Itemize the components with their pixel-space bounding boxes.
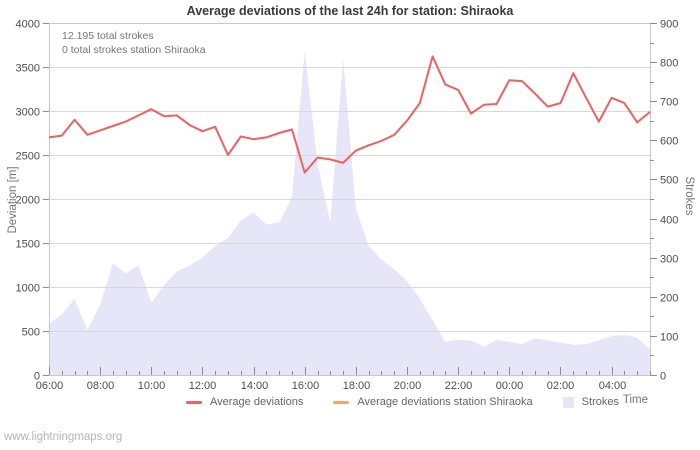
x-axis-label: 18:00 — [343, 380, 371, 392]
right-axis-label: 400 — [660, 215, 678, 227]
right-axis-label: 900 — [660, 19, 678, 31]
left-axis-label: 4000 — [16, 19, 40, 31]
right-axis-label: 300 — [660, 254, 678, 266]
strokes-area-swatch-icon — [562, 396, 574, 408]
x-axis-label: 14:00 — [241, 380, 269, 392]
station-strokes-annotation: 0 total strokes station Shiraoka — [62, 44, 206, 56]
right-axis-label: 700 — [660, 97, 678, 109]
x-axis-label: 08:00 — [87, 380, 115, 392]
left-axis-label: 1500 — [16, 239, 40, 251]
legend-label: Average deviations station Shiraoka — [357, 396, 533, 408]
left-axis-label: 1000 — [16, 283, 40, 295]
right-axis-label: 800 — [660, 58, 678, 70]
total-strokes-annotation: 12.195 total strokes — [62, 30, 154, 42]
legend-item-strokes[interactable]: Strokes — [562, 396, 619, 408]
right-axis-label: 0 — [660, 371, 666, 383]
x-axis-label: 20:00 — [394, 380, 422, 392]
watermark: www.lightningmaps.org — [4, 431, 123, 443]
right-axis-label: 600 — [660, 136, 678, 148]
x-axis-label: 00:00 — [496, 380, 524, 392]
left-axis-label: 500 — [22, 327, 40, 339]
x-axis-label: 12:00 — [189, 380, 217, 392]
x-axis-label: 22:00 — [445, 380, 473, 392]
legend-label: Strokes — [581, 396, 619, 408]
legend-item-average-deviations-station[interactable]: Average deviations station Shiraoka — [333, 396, 533, 408]
legend-label: Average deviations — [210, 396, 304, 408]
right-axis-label: 100 — [660, 332, 678, 344]
left-axis-label: 2000 — [16, 195, 40, 207]
x-axis-title: Time — [622, 394, 648, 406]
x-axis-label: 04:00 — [599, 380, 627, 392]
chart-title: Average deviations of the last 24h for s… — [186, 4, 514, 18]
right-axis-label: 200 — [660, 293, 678, 305]
left-axis-label: 3500 — [16, 63, 40, 75]
legend-item-average-deviations[interactable]: Average deviations — [186, 396, 303, 408]
red-line-swatch-icon — [186, 400, 202, 404]
left-axis-label: 0 — [34, 371, 40, 383]
left-axis-label: 3000 — [16, 107, 40, 119]
deviation-line-series — [48, 55, 651, 174]
orange-line-swatch-icon — [333, 400, 350, 404]
right-axis-label: 500 — [660, 175, 678, 187]
x-axis-label: 06:00 — [36, 380, 64, 392]
legend: Average deviations Average deviations st… — [186, 396, 626, 408]
x-axis-label: 16:00 — [292, 380, 320, 392]
left-axis-label: 2500 — [16, 151, 40, 163]
x-axis-label: 02:00 — [547, 380, 575, 392]
x-axis-label: 10:00 — [138, 380, 166, 392]
strokes-area-series — [49, 50, 650, 376]
